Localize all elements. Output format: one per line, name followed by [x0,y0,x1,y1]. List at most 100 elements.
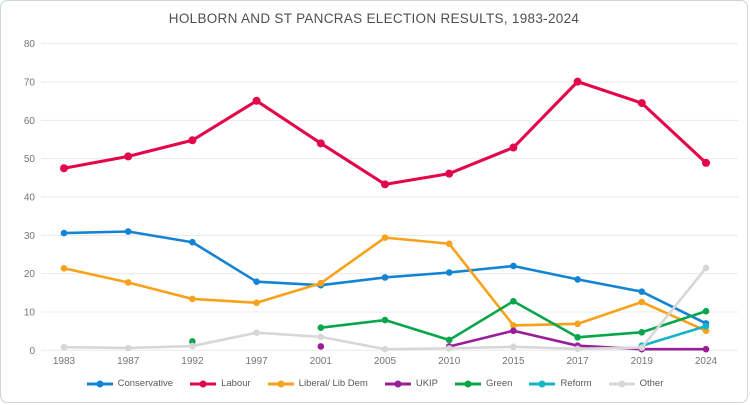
data-point-marker [189,238,196,246]
legend-item-reform: Reform [527,378,592,389]
y-tick-label: 50 [24,154,36,165]
data-point-marker [316,139,325,148]
data-point-marker [60,229,68,237]
data-point-marker [253,278,260,285]
data-point-marker [510,327,517,335]
data-point-marker [124,344,132,352]
data-point-marker [638,344,646,351]
x-tick-label: 2017 [566,356,589,367]
data-point-marker [381,345,389,353]
series-conservative [60,228,710,327]
legend-label: Conservative [117,378,174,389]
legend-label: Labour [221,378,251,389]
data-point-marker [637,99,646,108]
legend-marker-ukip [384,380,411,387]
data-point-marker [124,152,133,161]
data-point-marker [189,338,196,345]
y-tick-label: 80 [24,39,36,50]
data-point-marker [252,96,261,105]
data-point-marker [573,77,582,86]
data-point-marker [124,279,132,286]
data-point-marker [381,316,389,324]
y-tick-label: 0 [29,346,35,357]
series-labour [60,77,710,189]
series-liberal-lib-dem [60,234,710,335]
x-tick-label: 1997 [245,356,268,367]
x-axis-tick-labels: 1983 1987 1992 1997 2001 2005 2010 2015 2017 2019… [53,356,718,367]
data-point-marker [317,343,325,350]
legend-item-conservative: Conservative [85,378,173,389]
data-point-marker [702,322,710,330]
data-point-marker [124,228,132,235]
data-point-marker [188,136,197,145]
x-tick-label: 2024 [695,356,718,367]
data-point-marker [60,343,68,351]
x-tick-label: 1992 [181,356,204,367]
data-point-marker [189,342,196,350]
data-point-marker [60,264,68,272]
legend-marker-liberal-lib-dem [267,380,294,387]
data-point-marker [510,322,517,329]
data-point-marker [381,274,389,281]
y-tick-label: 40 [24,193,36,204]
data-point-marker [445,269,453,276]
data-point-marker [317,279,325,287]
legend-label: UKIP [415,378,439,389]
data-point-marker [445,169,454,178]
x-tick-label: 2010 [438,356,461,367]
data-point-marker [702,158,710,167]
data-point-marker [189,295,196,303]
chart-legend: Conservative Labour Liberal/ Lib Dem UKIP Gr… [1,378,747,389]
data-point-marker [574,345,581,353]
chart-title: HOLBORN AND ST PANCRAS ELECTION RESULTS,… [168,11,580,26]
data-point-marker [574,333,581,341]
data-point-marker [317,333,325,341]
legend-item-green: Green [453,378,512,389]
legend-item-other: Other [607,378,664,389]
x-tick-label: 1987 [117,356,140,367]
data-point-marker [381,180,389,189]
data-point-marker [317,324,325,331]
y-tick-label: 30 [24,231,36,242]
data-point-marker [638,298,646,306]
legend-label: Green [486,378,513,389]
data-point-marker [702,327,710,335]
data-point-marker [574,276,581,283]
legend-label: Reform [560,378,592,389]
data-point-marker [253,329,260,336]
x-tick-label: 2019 [631,356,654,367]
data-point-marker [638,288,646,295]
election-line-chart: 0 10 20 30 40 50 60 70 80 1983 1987 1992 1997 2001 200… [24,39,738,367]
data-point-marker [445,336,453,344]
data-point-marker [510,297,517,305]
y-tick-label: 70 [24,78,36,89]
series-other [60,264,710,353]
data-point-marker [509,143,518,152]
legend-item-ukip: UKIP [383,378,438,389]
legend-marker-labour [190,380,217,387]
x-tick-label: 2015 [502,356,525,367]
data-point-marker [253,299,260,307]
legend-label: Other [639,378,664,389]
legend-label: Liberal/ Lib Dem [298,378,368,389]
data-point-marker [445,240,453,248]
y-tick-label: 60 [24,116,36,127]
legend-marker-reform [529,380,556,387]
series-line [62,80,708,186]
data-point-marker [60,164,68,173]
y-axis-tick-labels: 0 10 20 30 40 50 60 70 80 [24,39,36,357]
legend-item-labour: Labour [188,378,251,389]
data-point-marker [638,328,646,336]
legend-marker-other [608,380,635,387]
data-point-marker [510,262,517,270]
data-point-marker [445,345,453,352]
series-line [640,324,708,348]
data-point-marker [574,320,581,328]
series-green [189,297,710,345]
legend-item-liberal-lib-dem: Liberal/ Lib Dem [266,378,368,389]
data-point-marker [381,234,389,241]
legend-marker-green [455,380,482,387]
data-point-marker [702,345,710,353]
y-tick-label: 10 [24,307,36,318]
